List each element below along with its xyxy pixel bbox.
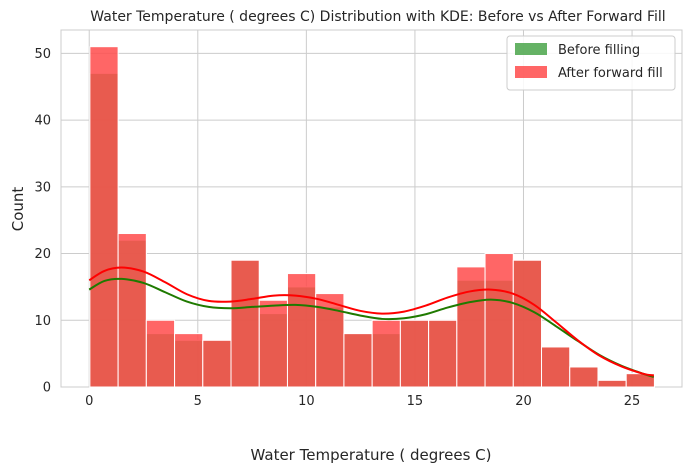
chart-title: Water Temperature ( degrees C) Distribut… [90, 9, 665, 25]
y-axis-label: Count [9, 187, 27, 232]
bar-after-5 [230, 259, 260, 388]
x-tick-label-2: 10 [298, 394, 315, 409]
bar-after-9 [343, 333, 373, 388]
y-tick-label-1: 10 [34, 314, 51, 329]
bar-after-10 [371, 319, 401, 388]
legend-box [506, 35, 676, 91]
x-tick-label-1: 5 [194, 394, 202, 409]
x-axis-label: Water Temperature ( degrees C) [251, 446, 492, 464]
bar-after-2 [145, 319, 176, 388]
x-tick-label-3: 15 [407, 394, 424, 409]
x-axis-ticks: 0 5 10 15 20 25 [85, 394, 640, 409]
legend-swatch-before-filling [515, 43, 547, 55]
y-tick-label-0: 0 [43, 381, 51, 396]
x-tick-label-5: 25 [624, 394, 641, 409]
legend-label-before-filling: Before filling [558, 43, 640, 58]
y-tick-label-2: 20 [34, 247, 51, 262]
bar-after-11 [399, 319, 430, 388]
kde-curves [88, 266, 655, 378]
bar-after-13 [456, 266, 486, 388]
bar-after-3 [174, 333, 204, 388]
legend: Before filling After forward fill [506, 35, 676, 91]
y-tick-label-3: 30 [34, 180, 51, 195]
kde-line-1 [88, 266, 654, 377]
y-tick-label-5: 50 [34, 47, 51, 62]
bar-after-12 [428, 319, 458, 388]
y-tick-label-4: 40 [34, 114, 51, 129]
bar-after-7 [286, 273, 317, 388]
x-tick-label-0: 0 [85, 394, 93, 409]
bar-after-1 [117, 233, 147, 388]
kde-line-0 [88, 277, 655, 378]
bar-after-18 [597, 379, 627, 388]
legend-swatch-after-forward-fill [515, 66, 547, 78]
histogram-bars [89, 46, 655, 388]
x-tick-label-4: 20 [515, 394, 532, 409]
bar-after-17 [569, 366, 599, 388]
bar-after-14 [484, 253, 514, 388]
y-axis-ticks: 0 10 20 30 40 50 [34, 47, 51, 396]
bar-after-0 [89, 46, 119, 388]
bar-after-15 [512, 259, 543, 388]
bars-series-1 [89, 46, 655, 388]
legend-label-after-forward-fill: After forward fill [558, 66, 663, 81]
bar-after-16 [541, 346, 571, 388]
bar-after-4 [202, 339, 232, 388]
bar-after-6 [258, 299, 288, 388]
